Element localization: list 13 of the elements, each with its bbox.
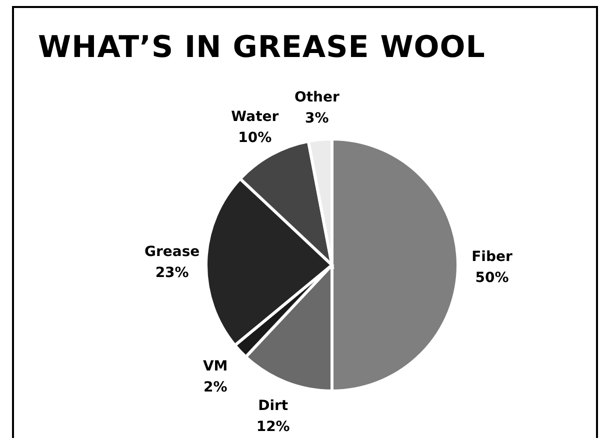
slice-label: Other (294, 90, 340, 106)
slice-label: Grease (144, 244, 200, 260)
data-label: 23% (155, 264, 189, 281)
slice-label: Water (231, 108, 279, 125)
slice-label: VM (202, 358, 228, 375)
data-label: 2% (203, 380, 228, 396)
data-label: 12% (256, 418, 290, 435)
slice-label: Fiber (472, 249, 512, 265)
data-label: 3% (305, 110, 329, 127)
chart-title: WHAT’S IN GREASE WOOL (38, 30, 486, 65)
data-label: 50% (475, 270, 509, 286)
data-label: 10% (238, 130, 272, 146)
slice-label: Dirt (258, 398, 288, 414)
